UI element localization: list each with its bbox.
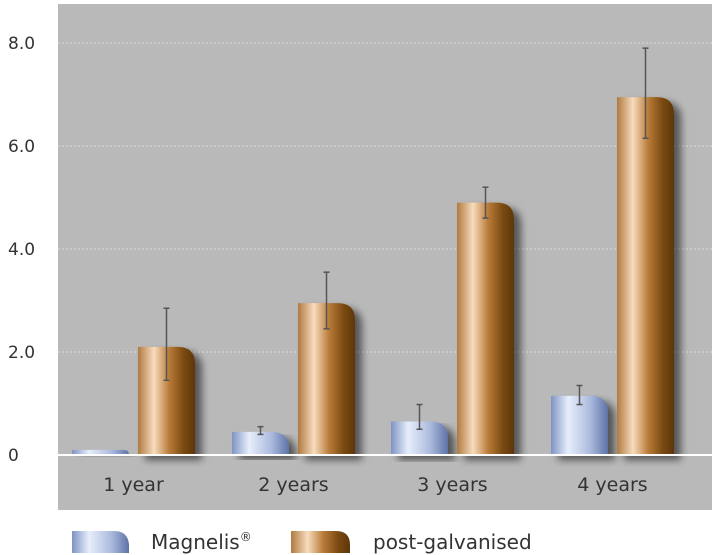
bar-magnelis <box>551 395 608 455</box>
legend-swatch-magnelis <box>72 531 129 553</box>
x-category-label: 2 years <box>258 474 328 496</box>
bar-post-galvanised <box>617 97 674 455</box>
bar-post-galvanised <box>457 202 514 455</box>
y-tick-label: 2.0 <box>8 343 35 363</box>
legend-label-magnelis: Magnelis® <box>151 530 252 554</box>
y-tick-label: 6.0 <box>8 137 35 157</box>
bar-post-galvanised <box>138 346 195 455</box>
bar-magnelis <box>232 431 289 455</box>
y-tick-label: 8.0 <box>8 34 35 54</box>
bar-magnelis <box>72 449 129 455</box>
y-tick-label: 0 <box>8 446 19 466</box>
bar-magnelis <box>391 421 448 455</box>
x-category-label: 3 years <box>417 474 487 496</box>
bar-post-galvanised <box>298 303 355 455</box>
legend-swatch-post-galvanised <box>291 531 350 553</box>
legend: Magnelis® post-galvanised <box>72 530 532 554</box>
x-category-label: 4 years <box>577 474 647 496</box>
legend-label-post-galvanised: post-galvanised <box>373 530 532 554</box>
y-tick-label: 4.0 <box>8 240 35 260</box>
x-category-label: 1 year <box>103 474 164 496</box>
